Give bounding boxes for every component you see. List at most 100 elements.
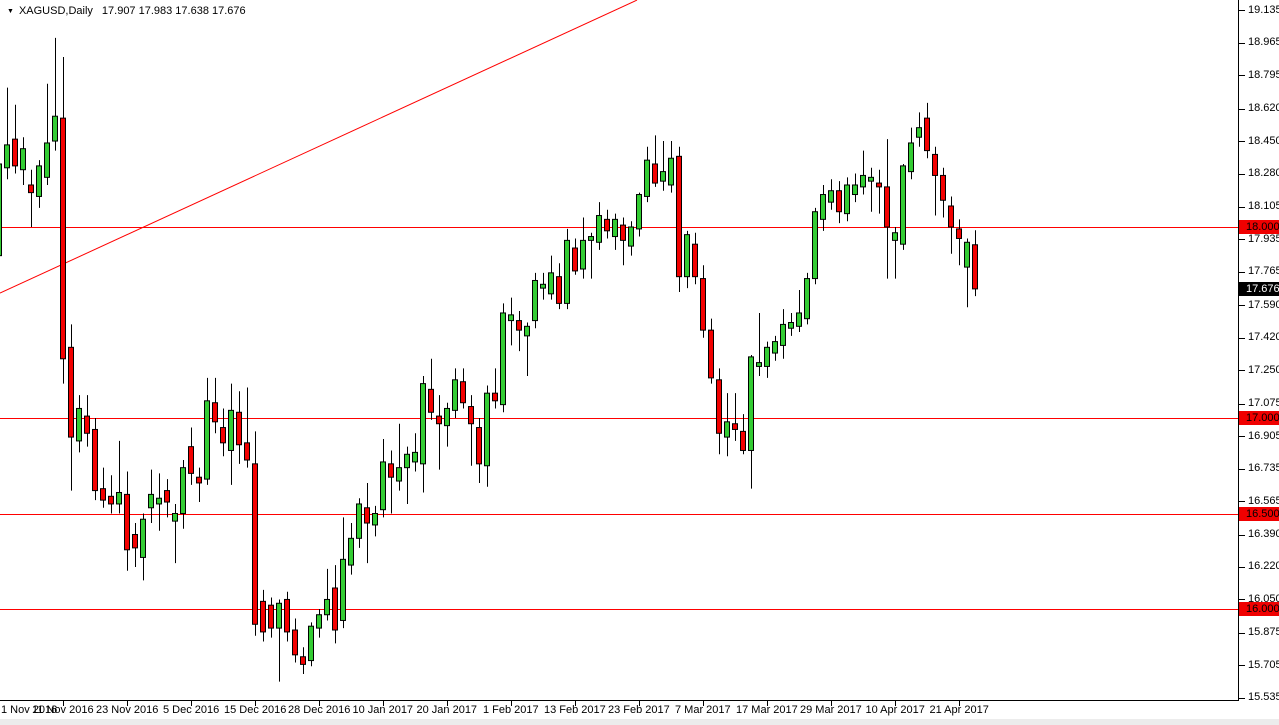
candle-down: [124, 493, 130, 551]
candle-up: [444, 407, 450, 427]
date-tick-label: 10 Apr 2017: [865, 704, 925, 716]
candle-down: [332, 587, 338, 631]
bottom-scroll-strip: [0, 719, 1279, 725]
date-tick-label: 17 Mar 2017: [736, 704, 798, 716]
price-tick-label: 17.765: [1248, 265, 1279, 278]
candle-down: [244, 442, 250, 461]
candle-up: [140, 518, 146, 558]
candle-down: [68, 346, 74, 438]
candle-up: [372, 513, 378, 526]
candle-down: [732, 423, 738, 430]
candle-up: [684, 234, 690, 278]
candle-down: [572, 247, 578, 272]
date-tick-label: 1 Nov 2016: [1, 704, 58, 716]
candle-up: [524, 325, 530, 337]
candle-up: [452, 379, 458, 411]
price-tick-label: 16.390: [1248, 528, 1279, 540]
candle-up: [780, 323, 786, 346]
candle-down: [268, 604, 274, 629]
price-tick-label: 16.905: [1248, 429, 1279, 442]
level-price-label: 17.000: [1239, 411, 1279, 425]
candle-down: [292, 629, 298, 656]
candle-down: [84, 415, 90, 434]
candle-down: [948, 205, 954, 228]
price-tick-label: 17.935: [1248, 232, 1279, 245]
candle-down: [740, 430, 746, 451]
candle-up: [892, 232, 898, 241]
candle-down: [236, 411, 242, 446]
candle-up: [116, 491, 122, 505]
candle-down: [692, 243, 698, 278]
candle-up: [0, 163, 2, 257]
candle-up: [596, 215, 602, 243]
date-tick-label: 11 Nov 2016: [32, 704, 94, 716]
candle-up: [204, 400, 210, 480]
price-tick-label: 18.965: [1248, 36, 1279, 49]
date-tick-label: 13 Feb 2017: [544, 704, 606, 716]
candle-up: [588, 236, 594, 241]
candle-up: [916, 127, 922, 138]
level-price-label: 16.500: [1239, 506, 1279, 521]
candle-down: [460, 381, 466, 404]
candle-down: [100, 488, 106, 501]
candle-up: [180, 467, 186, 515]
candle-up: [788, 322, 794, 329]
candle-down: [12, 138, 18, 167]
candle-down: [940, 174, 946, 201]
candle-down: [932, 153, 938, 176]
candle-down: [132, 534, 138, 549]
symbol-dropdown-icon[interactable]: ▼: [7, 7, 14, 15]
price-tick-label: 16.565: [1248, 494, 1279, 507]
candle-down: [212, 402, 218, 423]
candle-up: [44, 142, 50, 178]
candle-down: [388, 463, 394, 478]
candle-down: [436, 415, 442, 425]
candle-up: [172, 513, 178, 522]
candle-up: [156, 497, 162, 505]
symbol-name: XAGUSD,Daily: [18, 5, 93, 17]
candle-up: [796, 312, 802, 327]
candle-up: [644, 159, 650, 197]
price-tick-label: 18.795: [1248, 68, 1279, 81]
candle-up: [484, 392, 490, 467]
candle-down: [92, 428, 98, 492]
candle-up: [908, 142, 914, 173]
candle-down: [556, 276, 562, 304]
date-tick-label: 29 Mar 2017: [800, 704, 862, 716]
candle-up: [804, 278, 810, 320]
candle-up: [420, 383, 426, 465]
price-tick-label: 16.220: [1248, 560, 1279, 573]
candle-down: [972, 244, 978, 290]
candle-up: [532, 279, 538, 322]
candle-up: [812, 211, 818, 280]
candle-up: [52, 115, 58, 142]
candle-up: [660, 171, 666, 182]
candle-down: [196, 476, 202, 484]
price-tick-label: 16.735: [1248, 462, 1279, 475]
candle-up: [964, 241, 970, 268]
price-tick-label: 15.875: [1248, 626, 1279, 639]
price-tick-label: 16.050: [1248, 592, 1279, 605]
candle-down: [260, 600, 266, 633]
candle-up: [724, 421, 730, 438]
date-tick-label: 28 Dec 2016: [288, 704, 351, 716]
candle-down: [468, 406, 474, 425]
candle-down: [28, 184, 34, 194]
current-price-label: 17.676: [1239, 281, 1279, 296]
candle-down: [60, 117, 66, 360]
trend-line[interactable]: [0, 0, 638, 294]
candle-up: [900, 165, 906, 245]
candle-down: [284, 598, 290, 633]
price-tick-label: 17.420: [1248, 331, 1279, 344]
candle-down: [676, 155, 682, 278]
price-tick-label: 18.620: [1248, 102, 1279, 115]
date-tick-label: 21 Apr 2017: [929, 704, 989, 716]
candle-down: [716, 379, 722, 434]
candle-down: [492, 392, 498, 402]
candle-up: [764, 346, 770, 367]
candle-up: [772, 341, 778, 354]
candle-down: [620, 224, 626, 241]
